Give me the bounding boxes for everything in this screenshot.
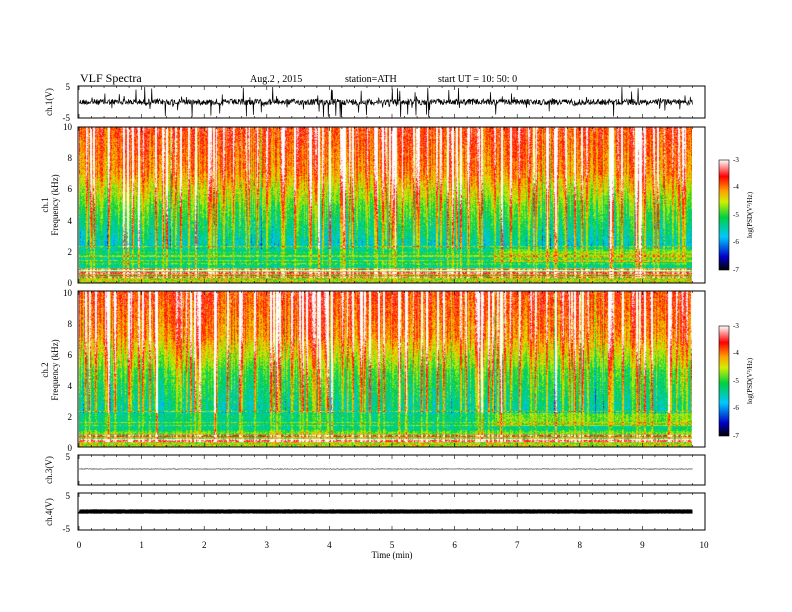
ch2-colorbar-tick-m7: -7: [733, 432, 739, 440]
ch1-waveform-trace: [78, 86, 693, 118]
ch1-ytick-top: 5: [66, 82, 71, 92]
xtick-label-9: 9: [640, 540, 645, 550]
xtick-label-4: 4: [327, 540, 332, 550]
ch2-freq-tick-2: 2: [68, 412, 73, 422]
ch3-waveform-ylabel: ch.3(V): [44, 456, 54, 484]
ch1-freq-tick-8: 8: [68, 153, 73, 163]
xtick-label-10: 10: [700, 540, 710, 550]
ch2-freq-tick-0: 0: [68, 443, 73, 453]
xtick-label-2: 2: [202, 540, 207, 550]
ch2-freq-tick-6: 6: [68, 350, 73, 360]
ch2-colorbar-tick-m3: -3: [733, 322, 739, 330]
ch1-frequency-ylabel: Frequency (kHz): [50, 174, 60, 235]
ch2-spectrogram-frame: [77, 290, 706, 448]
ch1-spectrogram-panel: 10 8 6 4 2 0 ch.1 Frequency (kHz) -3 -4 …: [40, 122, 754, 288]
ch1-spectrogram-image: [79, 127, 692, 283]
ch1-spectrogram-channel-label: ch.1: [40, 197, 50, 212]
ch1-ytick-bottom: -5: [63, 113, 71, 123]
time-axis-labels: 0 1 2 3 4 5 6 7 8 9 10: [77, 540, 709, 550]
header-date: Aug.2 , 2015: [250, 74, 302, 85]
ch2-colorbar-label: log(PSD(V²/Hz): [746, 357, 754, 404]
time-axis-label: Time (min): [372, 550, 413, 560]
ch2-spectrogram-image: [79, 291, 692, 447]
xtick-label-3: 3: [265, 540, 270, 550]
ch1-waveform-ylabel: ch.1(V): [44, 88, 54, 116]
ch3-ytick-top: 5: [66, 452, 71, 462]
ch2-spectrogram-channel-label: ch.2: [40, 362, 50, 377]
ch1-colorbar-tick-m6: -6: [733, 238, 739, 246]
ch3-waveform-panel: 5 ch.3(V): [44, 452, 706, 486]
ch2-freq-tick-4: 4: [68, 381, 73, 391]
ch1-colorbar-tick-m4: -4: [733, 183, 739, 191]
xtick-label-5: 5: [390, 540, 395, 550]
ch2-colorbar: [718, 325, 730, 437]
ch4-waveform-panel: 5 -5 ch.4(V): [44, 491, 706, 534]
ch1-colorbar-label: log(PSD(V²/Hz): [746, 191, 754, 238]
time-axis-ticks: [78, 86, 706, 530]
header-start-time: start UT = 10: 50: 0: [438, 74, 517, 85]
xtick-label-0: 0: [77, 540, 82, 550]
ch3-waveform-trace: [78, 468, 693, 470]
ch4-waveform-ylabel: ch.4(V): [44, 498, 54, 526]
ch1-freq-tick-6: 6: [68, 184, 73, 194]
ch4-ytick-bottom: -5: [63, 524, 71, 534]
ch3-waveform-frame: [77, 454, 706, 486]
ch1-colorbar: [718, 159, 730, 271]
ch1-waveform-panel: 5 -5 ch.1(V): [44, 82, 706, 123]
figure-title: VLF Spectra: [80, 71, 142, 85]
ch2-spectrogram-panel: 10 8 6 4 2 0 ch.2 Frequency (kHz) -3 -4 …: [40, 288, 754, 453]
ch1-colorbar-tick-m3: -3: [733, 156, 739, 164]
xtick-label-8: 8: [578, 540, 583, 550]
ch1-colorbar-tick-m5: -5: [733, 211, 739, 219]
ch2-frequency-ylabel: Frequency (kHz): [50, 339, 60, 400]
ch1-freq-tick-2: 2: [68, 247, 73, 257]
xtick-label-7: 7: [515, 540, 520, 550]
ch2-colorbar-tick-m6: -6: [733, 404, 739, 412]
ch1-colorbar-tick-m7: -7: [733, 266, 739, 274]
ch2-freq-tick-8: 8: [68, 319, 73, 329]
header-station: station=ATH: [345, 74, 397, 85]
ch1-freq-tick-0: 0: [68, 278, 73, 288]
ch2-colorbar-tick-m4: -4: [733, 349, 739, 357]
ch1-spectrogram-frame: [77, 126, 706, 284]
ch1-freq-tick-10: 10: [63, 122, 73, 132]
xtick-label-6: 6: [452, 540, 457, 550]
ch2-colorbar-tick-m5: -5: [733, 377, 739, 385]
ch1-freq-tick-4: 4: [68, 216, 73, 226]
ch4-waveform-frame: [77, 492, 706, 531]
ch2-freq-tick-10: 10: [63, 288, 73, 298]
xtick-label-1: 1: [139, 540, 144, 550]
ch4-ytick-top: 5: [66, 491, 71, 501]
ch1-waveform-frame: [77, 85, 706, 119]
